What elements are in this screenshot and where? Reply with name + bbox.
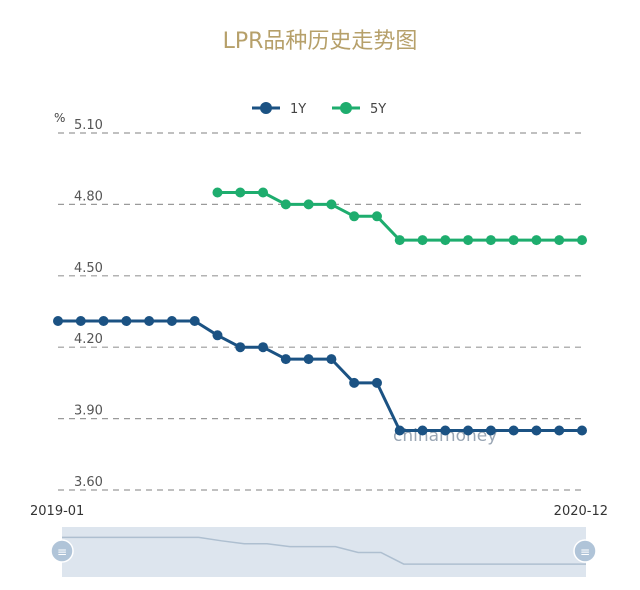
data-point-1y[interactable] — [577, 425, 587, 436]
y-tick-label: 4.80 — [74, 189, 103, 204]
legend-item-1y[interactable]: 1Y — [252, 102, 306, 117]
drag-handle-icon: ≡ — [57, 545, 67, 559]
data-point-5y[interactable] — [463, 235, 474, 246]
data-point-1y[interactable] — [554, 425, 565, 436]
data-point-5y[interactable] — [440, 235, 451, 246]
data-point-1y[interactable] — [53, 316, 63, 327]
range-slider-left-handle[interactable]: ≡ — [50, 539, 74, 563]
data-point-1y[interactable] — [144, 316, 155, 327]
legend: 1Y 5Y — [252, 102, 386, 117]
grid-and-ticks: 5.10 4.80 4.50 4.20 3.90 3.60 — [58, 118, 582, 491]
data-point-1y[interactable] — [326, 354, 337, 365]
y-tick-label: 5.10 — [74, 118, 103, 133]
data-point-1y[interactable] — [235, 342, 246, 353]
data-point-1y[interactable] — [508, 425, 519, 436]
range-slider[interactable]: ≡ ≡ — [50, 527, 597, 577]
data-point-1y[interactable] — [485, 425, 496, 436]
y-tick-label: 3.90 — [74, 404, 103, 419]
range-slider-right-handle[interactable]: ≡ — [573, 539, 597, 563]
range-slider-preview-line — [62, 536, 586, 565]
series-layer — [53, 187, 587, 436]
x-end-label: 2020-12 — [554, 504, 608, 519]
chart-title: LPR品种历史走势图 — [223, 29, 418, 54]
data-point-1y[interactable] — [417, 425, 428, 436]
data-point-1y[interactable] — [75, 316, 86, 327]
legend-5y-label: 5Y — [370, 102, 386, 117]
data-point-1y[interactable] — [303, 354, 314, 365]
data-point-1y[interactable] — [189, 316, 200, 327]
data-point-1y[interactable] — [280, 354, 291, 365]
data-point-5y[interactable] — [280, 199, 291, 210]
data-point-5y[interactable] — [554, 235, 565, 246]
left-handle-circle[interactable] — [50, 539, 74, 563]
data-point-1y[interactable] — [531, 425, 542, 436]
data-point-1y[interactable] — [371, 377, 382, 388]
data-point-1y[interactable] — [212, 330, 223, 341]
data-point-5y[interactable] — [212, 187, 223, 198]
data-point-5y[interactable] — [258, 187, 269, 198]
y-tick-label: 3.60 — [74, 475, 103, 490]
data-point-5y[interactable] — [394, 235, 405, 246]
series-line-5y — [217, 191, 582, 242]
data-point-1y[interactable] — [166, 316, 177, 327]
x-start-label: 2019-01 — [30, 504, 84, 519]
right-handle-circle[interactable] — [573, 539, 597, 563]
range-slider-track[interactable] — [62, 527, 586, 577]
data-point-5y[interactable] — [531, 235, 542, 246]
data-point-5y[interactable] — [235, 187, 246, 198]
data-point-5y[interactable] — [349, 211, 360, 222]
legend-1y-marker — [260, 102, 272, 114]
legend-1y-label: 1Y — [290, 102, 306, 117]
data-point-5y[interactable] — [303, 199, 314, 210]
data-point-5y[interactable] — [417, 235, 428, 246]
y-tick-label: 4.20 — [74, 332, 103, 347]
data-point-5y[interactable] — [508, 235, 519, 246]
data-point-1y[interactable] — [349, 377, 360, 388]
data-point-1y[interactable] — [98, 316, 109, 327]
data-point-1y[interactable] — [121, 316, 132, 327]
drag-handle-icon: ≡ — [580, 545, 590, 559]
y-tick-label: 4.50 — [74, 261, 103, 276]
data-point-1y[interactable] — [258, 342, 269, 353]
legend-item-5y[interactable]: 5Y — [332, 102, 386, 117]
y-axis-unit: % — [54, 111, 65, 125]
data-point-5y[interactable] — [485, 235, 496, 246]
data-point-1y[interactable] — [463, 425, 474, 436]
series-line-1y — [58, 319, 582, 432]
data-point-5y[interactable] — [577, 235, 587, 246]
data-point-5y[interactable] — [326, 199, 337, 210]
data-point-1y[interactable] — [394, 425, 405, 436]
data-point-5y[interactable] — [371, 211, 382, 222]
legend-5y-marker — [340, 102, 352, 114]
data-point-1y[interactable] — [440, 425, 451, 436]
